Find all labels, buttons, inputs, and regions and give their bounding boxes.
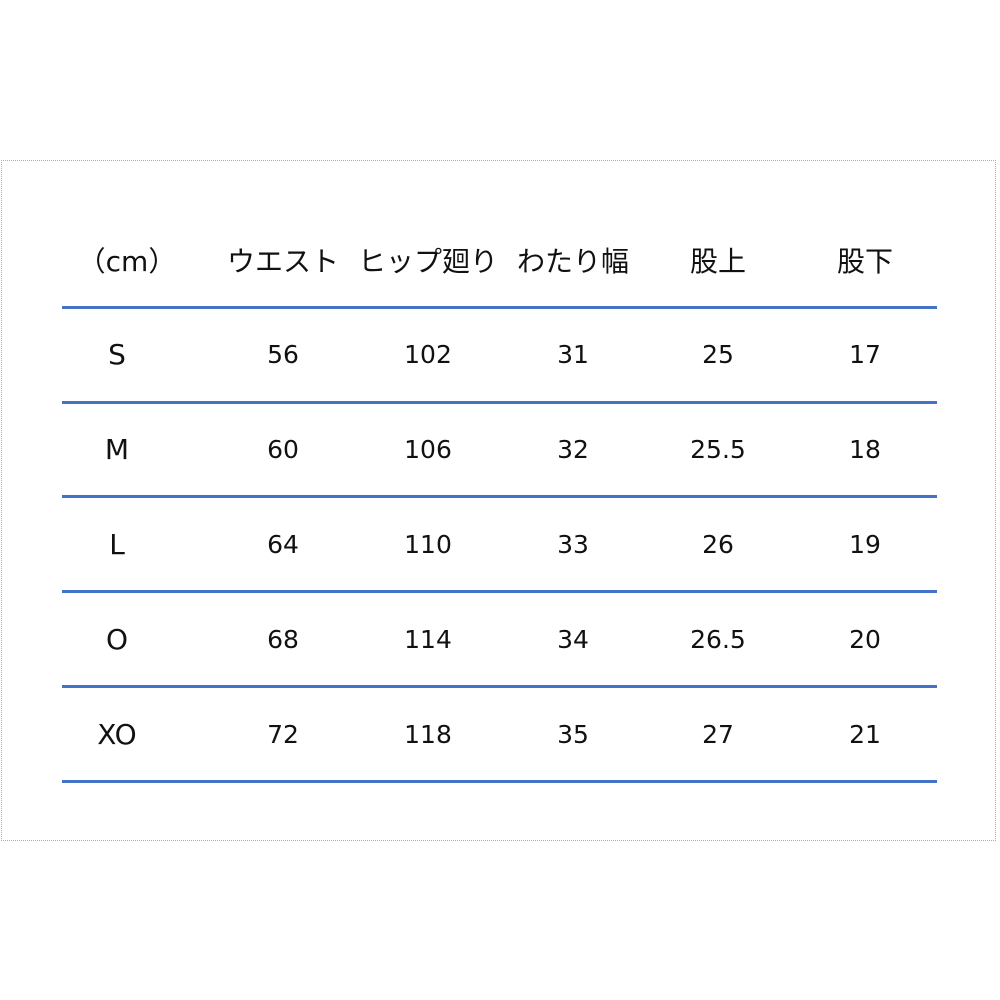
table-cell: 17 (849, 340, 881, 369)
row-divider (62, 780, 937, 783)
table-cell: 26 (702, 530, 734, 559)
table-cell: 68 (267, 625, 299, 654)
table-cell: 25.5 (690, 435, 746, 464)
table-cell: 114 (404, 625, 452, 654)
column-header: ウエスト (226, 245, 339, 278)
table-cell: 18 (849, 435, 881, 464)
table-cell: 102 (404, 340, 452, 369)
table-cell: 60 (267, 435, 299, 464)
column-header: ヒップ廻り (358, 245, 499, 278)
table-cell: 25 (702, 340, 734, 369)
size-label: L (109, 528, 125, 561)
table-cell: 19 (849, 530, 881, 559)
table-cell: 31 (557, 340, 589, 369)
table-cell: 110 (404, 530, 452, 559)
size-label: XO (97, 718, 137, 751)
row-divider (62, 685, 937, 688)
size-label: M (104, 433, 130, 466)
table-cell: 64 (267, 530, 299, 559)
table-frame (1, 160, 996, 841)
table-cell: 118 (404, 720, 452, 749)
table-cell: 35 (557, 720, 589, 749)
row-divider (62, 590, 937, 593)
table-cell: 32 (557, 435, 589, 464)
table-cell: 33 (557, 530, 589, 559)
table-cell: 26.5 (690, 625, 746, 654)
table-cell: 34 (557, 625, 589, 654)
column-header: 股下 (836, 245, 893, 278)
row-divider (62, 401, 937, 404)
row-divider (62, 306, 937, 309)
table-cell: 20 (849, 625, 881, 654)
column-header: わたり幅 (516, 245, 629, 278)
table-cell: 27 (702, 720, 734, 749)
row-divider (62, 495, 937, 498)
size-label: O (105, 623, 129, 656)
table-cell: 56 (267, 340, 299, 369)
table-cell: 21 (849, 720, 881, 749)
table-cell: 72 (267, 720, 299, 749)
table-cell: 106 (404, 435, 452, 464)
size-label: S (108, 338, 126, 371)
column-header: （cm） (77, 245, 177, 278)
column-header: 股上 (689, 245, 746, 278)
